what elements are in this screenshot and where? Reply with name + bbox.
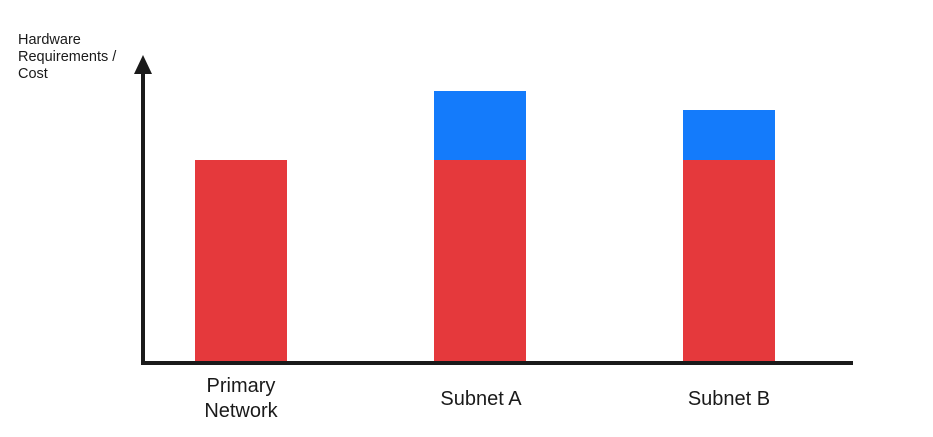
bar-subnet-a (434, 91, 526, 361)
y-axis-line (141, 68, 145, 365)
bar-segment-red (683, 160, 775, 361)
x-axis-line (141, 361, 853, 365)
bar-segment-blue (434, 91, 526, 160)
bar-primary-network (195, 160, 287, 361)
x-label-primary-network: Primary Network (204, 375, 278, 422)
x-label-subnet-b: Subnet B (687, 387, 771, 410)
bar-segment-red (195, 160, 287, 361)
y-axis-label: Hardware Requirements / Cost (18, 32, 117, 82)
bar-segment-red (434, 160, 526, 361)
bar-segment-blue (683, 110, 775, 160)
x-label-subnet-a: Subnet A (440, 387, 522, 410)
y-axis-arrowhead-icon (134, 55, 152, 74)
bar-subnet-b (683, 110, 775, 361)
